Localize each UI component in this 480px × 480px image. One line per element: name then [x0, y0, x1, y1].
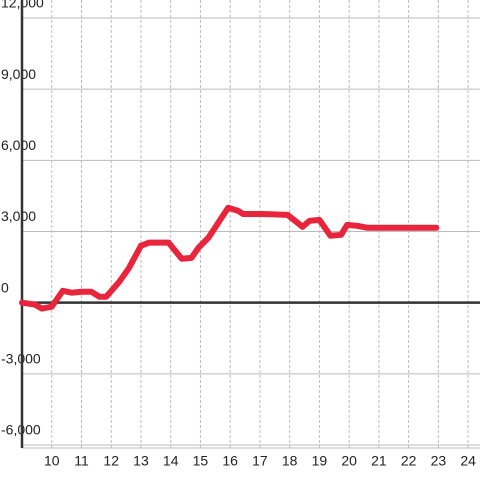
x-tick-label: 11 [74, 453, 89, 469]
x-tick-label: 12 [103, 453, 119, 469]
y-tick-label: 9,000 [1, 66, 36, 82]
x-tick-label: 18 [282, 453, 298, 469]
x-tick-label: 14 [163, 453, 179, 469]
x-tick-label: 19 [312, 453, 328, 469]
x-tick-label: 24 [460, 453, 476, 469]
x-tick-label: 15 [193, 453, 209, 469]
x-tick-label: 23 [431, 453, 447, 469]
x-tick-label: 13 [133, 453, 149, 469]
y-tick-label: 3,000 [1, 208, 36, 224]
x-tick-label: 16 [222, 453, 238, 469]
x-tick-label: 20 [341, 453, 357, 469]
data-line [19, 204, 440, 312]
x-tick-label: 17 [252, 453, 268, 469]
x-tick-label: 22 [401, 453, 417, 469]
x-tick-label: 21 [371, 453, 387, 469]
y-tick-label: 0 [1, 279, 9, 295]
y-tick-label: 6,000 [1, 137, 36, 153]
x-tick-label: 10 [44, 453, 60, 469]
